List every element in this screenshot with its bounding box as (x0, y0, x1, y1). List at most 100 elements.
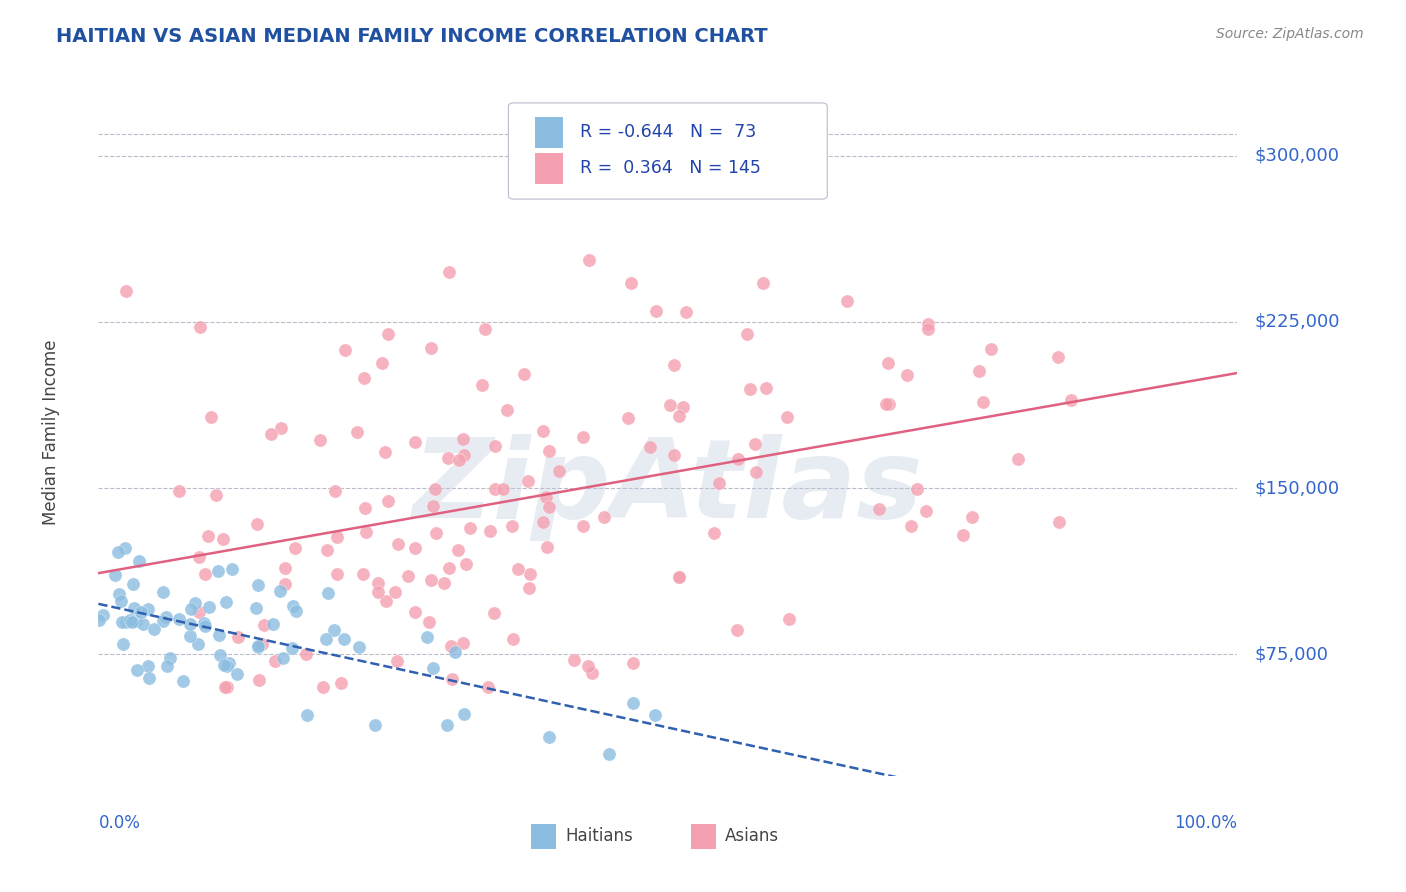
Point (212, 533, 235, 547)
Point (537, 500, 560, 514)
Point (571, 430, 593, 444)
Point (581, 665, 603, 680)
Text: Source: ZipAtlas.com: Source: ZipAtlas.com (1216, 27, 1364, 41)
Point (274, 577, 297, 591)
Point (387, 537, 409, 551)
Point (247, 673, 270, 687)
Point (727, 623, 749, 637)
Point (471, 378, 494, 392)
Point (122, 600, 145, 615)
Point (122, 577, 145, 591)
Point (664, 359, 686, 373)
Point (447, 542, 470, 557)
Point (531, 424, 554, 438)
Point (778, 612, 800, 626)
Text: 100.0%: 100.0% (1174, 814, 1237, 832)
Point (960, 509, 983, 524)
Point (197, 529, 219, 543)
Point (367, 584, 389, 599)
Point (246, 516, 269, 531)
Point (1047, 516, 1070, 530)
Point (501, 518, 523, 533)
Point (217, 659, 239, 673)
Point (617, 411, 640, 425)
Point (538, 444, 561, 458)
Point (322, 623, 344, 637)
Point (180, 601, 202, 615)
Point (179, 629, 201, 643)
Point (967, 364, 990, 378)
Point (513, 367, 536, 381)
Point (404, 435, 426, 450)
Point (534, 490, 557, 504)
Point (104, 568, 127, 582)
Point (675, 305, 697, 319)
Point (143, 622, 166, 636)
Point (385, 654, 408, 668)
Point (188, 549, 211, 564)
Point (326, 567, 349, 582)
Text: $225,000: $225,000 (1254, 313, 1340, 331)
Point (451, 432, 474, 446)
Point (576, 659, 599, 673)
Point (620, 277, 643, 291)
Point (917, 322, 939, 336)
Point (172, 673, 194, 688)
Point (193, 616, 215, 631)
Point (371, 356, 394, 370)
Point (578, 253, 600, 268)
Point (262, 617, 284, 632)
Point (453, 448, 475, 462)
Point (333, 343, 356, 357)
Point (598, 747, 620, 761)
Point (184, 596, 207, 610)
Point (115, 615, 138, 629)
Point (347, 640, 370, 655)
Point (352, 567, 374, 582)
Point (325, 484, 347, 499)
Point (215, 681, 238, 695)
Point (136, 602, 159, 616)
Point (110, 594, 132, 608)
Point (672, 400, 695, 414)
Point (315, 632, 337, 646)
Point (138, 671, 160, 685)
Point (118, 613, 141, 627)
Point (367, 576, 389, 591)
Point (914, 504, 936, 518)
Point (260, 427, 283, 442)
Point (868, 502, 890, 516)
Point (420, 342, 443, 356)
Point (384, 584, 406, 599)
Point (593, 509, 616, 524)
Point (111, 637, 134, 651)
Point (187, 605, 209, 619)
Point (270, 421, 292, 435)
Point (506, 561, 529, 575)
Point (156, 659, 179, 673)
Point (245, 601, 267, 615)
Point (207, 628, 229, 642)
Point (447, 453, 470, 467)
Point (709, 476, 731, 491)
Point (418, 615, 440, 629)
Point (536, 540, 558, 554)
Point (363, 718, 385, 732)
Point (440, 639, 463, 653)
Point (879, 397, 901, 411)
Point (495, 403, 517, 417)
Point (285, 604, 308, 618)
FancyBboxPatch shape (690, 824, 716, 848)
Point (316, 585, 339, 599)
Point (353, 500, 375, 515)
Point (453, 706, 475, 721)
Point (875, 397, 897, 411)
Point (353, 371, 375, 385)
Point (644, 707, 666, 722)
Point (215, 595, 238, 609)
Point (225, 667, 247, 681)
Point (952, 528, 974, 542)
Point (548, 464, 571, 478)
Point (664, 449, 686, 463)
Point (194, 566, 217, 581)
